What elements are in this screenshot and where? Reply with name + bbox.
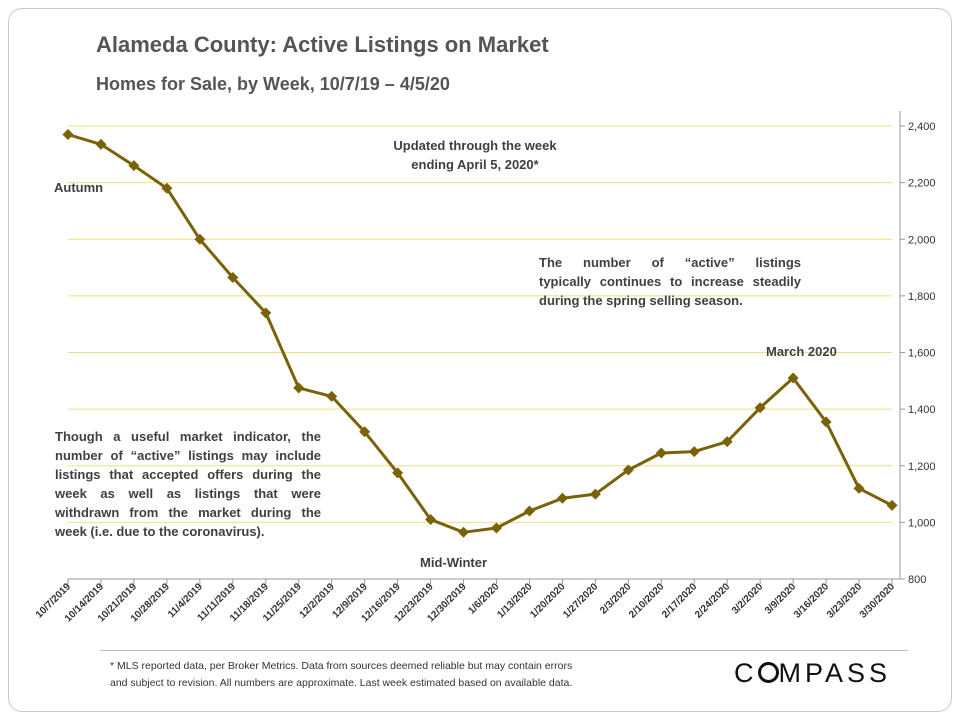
indicator-note-line: Though a useful market indicator, the [55, 429, 321, 444]
march-2020-label: March 2020 [766, 344, 837, 359]
data-point [392, 467, 404, 479]
updated-note-line: ending April 5, 2020* [411, 157, 539, 172]
data-point [458, 526, 470, 538]
y-tick-label: 2,400 [908, 121, 936, 133]
data-point [425, 514, 437, 526]
spring-note-line: during the spring selling season. [539, 293, 743, 308]
data-point [227, 271, 239, 283]
spring-note-line: typically continues to increase steadily [539, 274, 801, 289]
data-point [787, 372, 799, 384]
data-point [886, 499, 898, 511]
x-tick-label: 1/27/2020 [561, 581, 601, 621]
compass-logo: C MPASS [734, 658, 891, 689]
data-point [655, 447, 667, 459]
mid-winter-label: Mid-Winter [420, 555, 488, 570]
y-tick-label: 1,400 [908, 404, 936, 416]
spring-note-line: The number of “active” listings [539, 255, 801, 270]
data-point [490, 522, 502, 534]
indicator-note-line: week as well as listings that were [55, 486, 321, 501]
data-point [62, 128, 74, 140]
logo-text-start: C [734, 658, 758, 688]
data-point [260, 307, 272, 319]
y-tick-label: 1,200 [908, 461, 936, 473]
data-point [754, 402, 766, 414]
data-point [622, 464, 634, 476]
indicator-note-line: number of “active” listings may include [55, 448, 321, 463]
chart-title: Alameda County: Active Listings on Marke… [96, 32, 549, 57]
y-tick-label: 1,000 [908, 517, 936, 529]
series-line [67, 133, 893, 534]
footnote: * MLS reported data, per Broker Metrics.… [110, 658, 572, 692]
indicator-note: Though a useful market indicator, the nu… [55, 427, 321, 541]
data-point [95, 138, 107, 150]
x-tick-label: 3/2/2020 [730, 581, 766, 617]
indicator-note-line: listings that accepted offers during the [55, 467, 321, 482]
indicator-note-line: withdrawn from the market during the [55, 505, 321, 520]
data-point [128, 160, 140, 172]
logo-o-icon [757, 662, 779, 683]
footnote-line: * MLS reported data, per Broker Metrics.… [110, 660, 573, 672]
spring-note: The number of “active” listings typicall… [539, 253, 801, 310]
data-point [359, 426, 371, 438]
data-point [556, 492, 568, 504]
data-point [688, 446, 700, 458]
logo-text-end: MPASS [778, 658, 892, 688]
data-point [820, 416, 832, 428]
data-point [161, 182, 173, 194]
chart-subtitle: Homes for Sale, by Week, 10/7/19 – 4/5/2… [96, 74, 450, 94]
updated-note-line: Updated through the week [393, 138, 557, 153]
updated-note: Updated through the week ending April 5,… [370, 136, 580, 174]
data-point [293, 382, 305, 394]
slide-frame [8, 8, 952, 712]
autumn-label: Autumn [54, 180, 104, 195]
footer-divider [100, 650, 908, 651]
y-tick-label: 800 [908, 574, 926, 586]
data-point [194, 233, 206, 245]
data-point [523, 505, 535, 517]
y-tick-label: 1,800 [908, 291, 936, 303]
x-tick-label: 2/24/2020 [693, 581, 733, 621]
footnote-line: and subject to revision. All numbers are… [110, 677, 573, 689]
y-tick-label: 2,000 [908, 234, 936, 246]
data-point [589, 488, 601, 500]
indicator-note-line: week (i.e. due to the coronavirus). [55, 524, 265, 539]
data-point [853, 482, 865, 494]
y-tick-label: 2,200 [908, 178, 936, 190]
data-point [721, 436, 733, 448]
y-tick-label: 1,600 [908, 348, 936, 360]
data-point [326, 390, 338, 402]
x-tick-label: 3/30/2020 [858, 581, 898, 621]
